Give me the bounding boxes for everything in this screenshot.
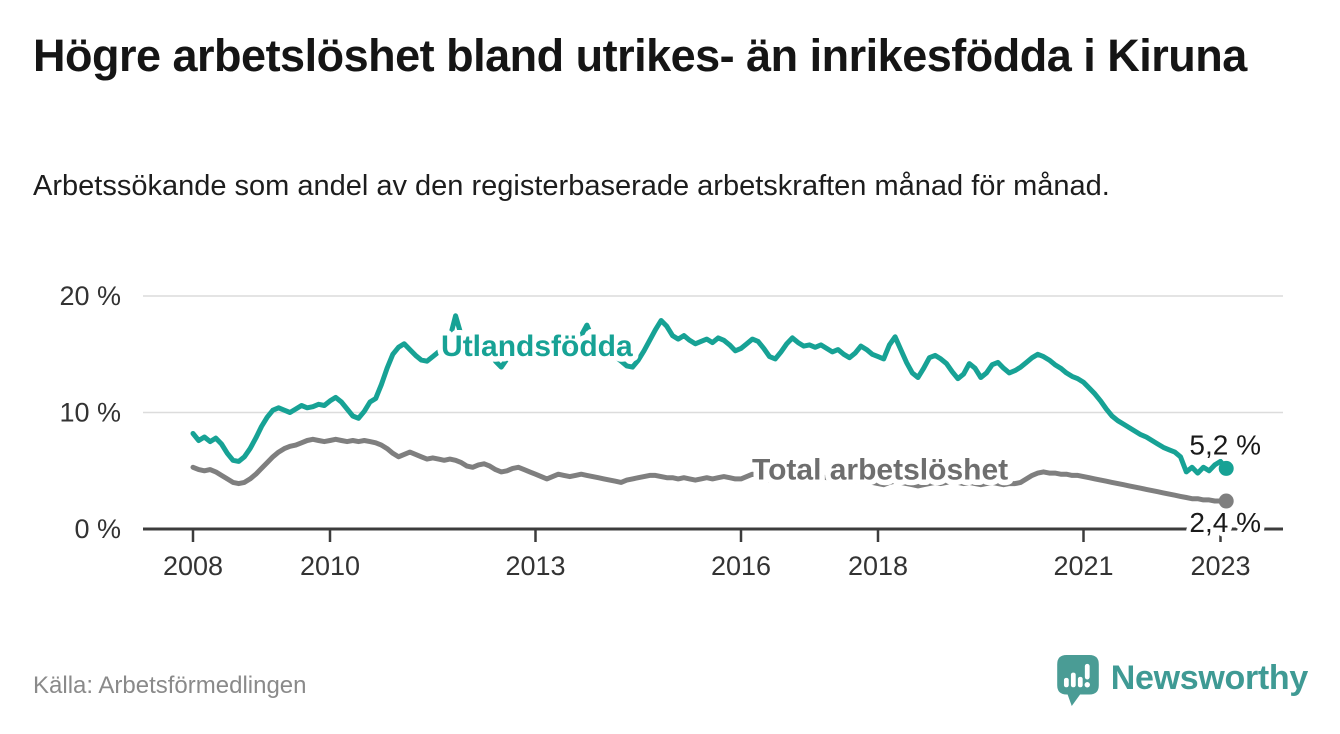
x-tick-label: 2010	[300, 551, 360, 581]
newsworthy-logo-icon	[1056, 655, 1099, 706]
x-tick-label: 2016	[711, 551, 771, 581]
x-tick-label: 2013	[505, 551, 565, 581]
y-tick-label: 0 %	[74, 514, 121, 544]
y-tick-label: 20 %	[59, 281, 121, 311]
page-subtitle: Arbetssökande som andel av den registerb…	[33, 170, 1110, 202]
end-value-label: 2,4 %	[1189, 507, 1261, 538]
x-tick-label: 2023	[1190, 551, 1250, 581]
x-tick-label: 2021	[1053, 551, 1113, 581]
source-note: Källa: Arbetsförmedlingen	[33, 672, 307, 699]
newsworthy-logo: Newsworthy	[1056, 654, 1308, 708]
end-dot	[1218, 460, 1234, 476]
series-line-total-arbetsl-shet	[190, 436, 1229, 504]
x-tick-label: 2008	[163, 551, 223, 581]
newsworthy-logo-text: Newsworthy	[1110, 658, 1309, 697]
end-value-label: 5,2 %	[1189, 429, 1261, 460]
y-tick-label: 10 %	[59, 398, 121, 428]
x-tick-label: 2018	[848, 551, 908, 581]
series-label: Utlandsfödda	[441, 330, 633, 363]
series-label: Total arbetslöshet	[752, 454, 1008, 487]
series-line-utlandsf-dda	[190, 313, 1229, 476]
page-title: Högre arbetslöshet bland utrikes- än inr…	[33, 30, 1247, 81]
end-dot	[1218, 493, 1234, 509]
